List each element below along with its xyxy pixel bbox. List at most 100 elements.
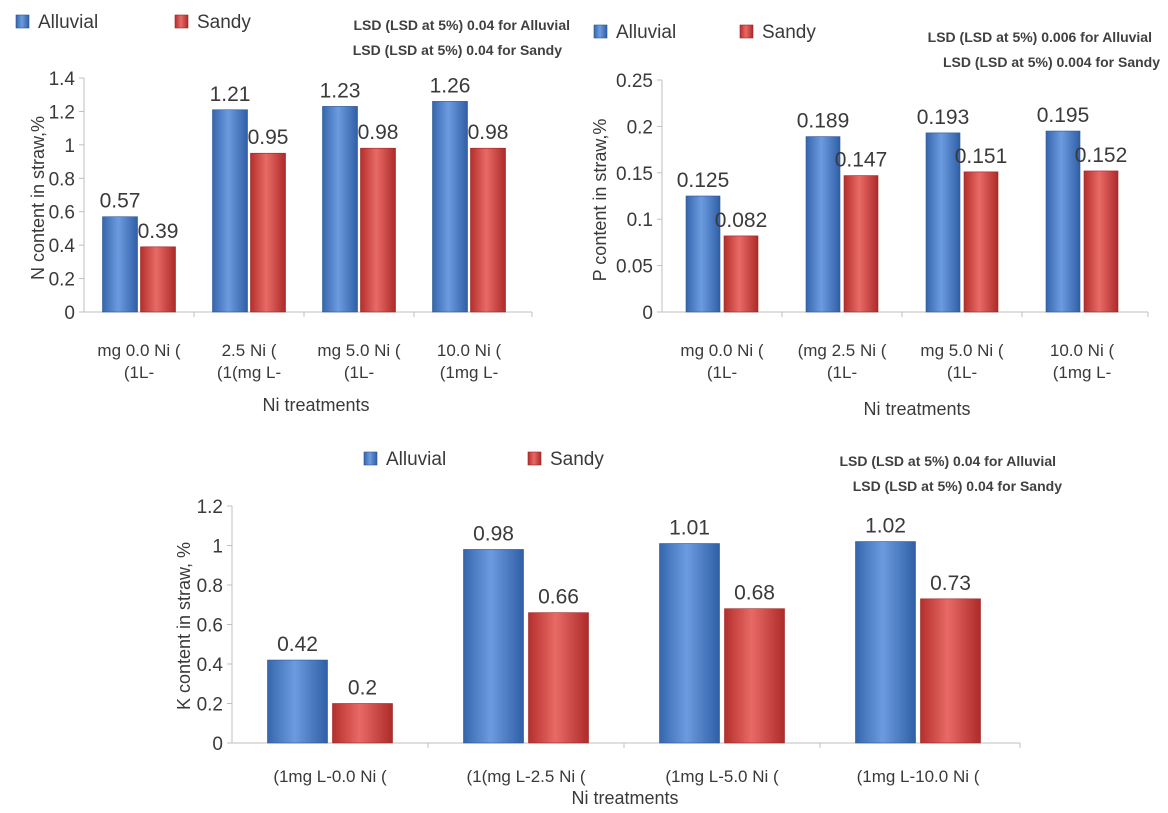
sandy-value-label: 0.39 bbox=[138, 220, 179, 243]
sandy-bar bbox=[724, 608, 785, 744]
alluvial-bar bbox=[659, 543, 720, 744]
category-label: (1mg L-0.0 Ni ( bbox=[273, 767, 387, 786]
sandy-bar bbox=[723, 235, 759, 313]
alluvial-value-label: 1.26 bbox=[430, 74, 471, 97]
y-tick-label: 0.1 bbox=[627, 210, 653, 231]
sandy-value-label: 0.98 bbox=[468, 121, 509, 144]
x-axis-title: Ni treatments bbox=[262, 395, 369, 415]
p-content-chart: 0 0.05 0.1 0.15 0.2 0.25 P content in straw,% N… bbox=[590, 22, 1160, 419]
legend-label-sandy: Sandy bbox=[762, 22, 816, 43]
alluvial-value-label: 1.02 bbox=[865, 515, 906, 538]
n-content-chart: 0 0.2 0.4 0.6 0.8 1 1.2 1.4 N content in straw,%… bbox=[15, 12, 570, 415]
y-tick-label: 0.8 bbox=[197, 576, 223, 597]
alluvial-value-label: 0.195 bbox=[1037, 104, 1090, 127]
sandy-value-label: 0.98 bbox=[358, 121, 399, 144]
sandy-value-label: 0.152 bbox=[1075, 144, 1128, 167]
y-tick-label: 0.6 bbox=[49, 203, 75, 224]
y-tick-label: 0 bbox=[642, 303, 653, 324]
category-label: 2.5 Ni ( bbox=[222, 341, 277, 360]
y-axis-title: P content in straw,% bbox=[590, 119, 610, 282]
category-label: (1L- bbox=[947, 363, 977, 382]
alluvial-bar bbox=[212, 109, 248, 313]
lsd-annotation: LSD (LSD at 5%) 0.04 for Sandy bbox=[853, 478, 1062, 494]
k-content-chart: 0 0.2 0.4 0.6 0.8 1 1.2 K content in straw, % Ni… bbox=[174, 449, 1062, 808]
lsd-annotation: LSD (LSD at 5%) 0.006 for Alluvial bbox=[928, 29, 1152, 45]
category-label: (1L- bbox=[707, 363, 737, 382]
alluvial-bar bbox=[805, 136, 841, 313]
y-tick-label: 0.4 bbox=[49, 236, 76, 257]
category-label: mg 0.0 Ni ( bbox=[97, 341, 180, 360]
category-label: (mg 2.5 Ni ( bbox=[798, 341, 887, 360]
category-label: (1mg L- bbox=[1053, 363, 1112, 382]
legend-label-alluvial: Alluvial bbox=[386, 449, 446, 470]
category-label: (1(mg L-2.5 Ni ( bbox=[466, 767, 585, 786]
category-label: (1L- bbox=[344, 363, 374, 382]
sandy-bar bbox=[528, 612, 589, 744]
alluvial-value-label: 0.42 bbox=[277, 633, 318, 656]
lsd-annotation: LSD (LSD at 5%) 0.04 for Alluvial bbox=[353, 17, 570, 33]
category-label: 10.0 Ni ( bbox=[1050, 341, 1115, 360]
alluvial-bar bbox=[925, 132, 961, 313]
legend-swatch-sandy bbox=[739, 24, 754, 39]
sandy-value-label: 0.68 bbox=[734, 582, 775, 605]
category-label: mg 5.0 Ni ( bbox=[317, 341, 400, 360]
alluvial-bar bbox=[855, 541, 916, 744]
alluvial-value-label: 0.193 bbox=[917, 106, 970, 129]
legend-label-sandy: Sandy bbox=[197, 12, 251, 33]
y-tick-label: 0 bbox=[212, 734, 223, 755]
lsd-annotation: LSD (LSD at 5%) 0.04 for Alluvial bbox=[839, 453, 1056, 469]
category-label: 10.0 Ni ( bbox=[437, 341, 502, 360]
legend-label-alluvial: Alluvial bbox=[38, 12, 98, 33]
y-tick-label: 1.2 bbox=[197, 497, 223, 518]
y-tick-label: 0.8 bbox=[49, 169, 75, 190]
sandy-bar bbox=[332, 703, 393, 744]
category-label: (1L- bbox=[124, 363, 154, 382]
alluvial-bar bbox=[322, 106, 358, 313]
sandy-value-label: 0.95 bbox=[248, 126, 289, 149]
category-label: (1mg L- bbox=[440, 363, 499, 382]
y-tick-label: 1 bbox=[64, 136, 75, 157]
y-tick-label: 0.15 bbox=[616, 164, 653, 185]
alluvial-value-label: 0.57 bbox=[100, 190, 141, 213]
alluvial-bar bbox=[1045, 130, 1081, 313]
y-tick-label: 1 bbox=[212, 537, 223, 558]
y-tick-label: 0.2 bbox=[627, 117, 653, 138]
sandy-value-label: 0.73 bbox=[930, 572, 971, 595]
y-tick-label: 0.6 bbox=[197, 616, 223, 637]
legend-swatch-sandy bbox=[527, 451, 542, 466]
alluvial-value-label: 0.189 bbox=[797, 110, 850, 133]
category-label: (1mg L-10.0 Ni ( bbox=[857, 767, 980, 786]
lsd-annotation: LSD (LSD at 5%) 0.04 for Sandy bbox=[353, 42, 562, 58]
sandy-bar bbox=[360, 147, 396, 313]
alluvial-bar bbox=[685, 195, 721, 313]
legend-swatch-alluvial bbox=[363, 451, 378, 466]
x-axis-title: Ni treatments bbox=[863, 399, 970, 419]
sandy-value-label: 0.082 bbox=[715, 209, 768, 232]
category-label: mg 5.0 Ni ( bbox=[920, 341, 1003, 360]
sandy-value-label: 0.2 bbox=[348, 677, 377, 700]
y-axis-title: K content in straw, % bbox=[174, 542, 194, 710]
legend-swatch-alluvial bbox=[593, 24, 608, 39]
alluvial-bar bbox=[463, 549, 524, 744]
legend-swatch-sandy bbox=[174, 14, 189, 29]
sandy-bar bbox=[1083, 170, 1119, 313]
alluvial-value-label: 1.21 bbox=[210, 83, 251, 106]
legend-label-sandy: Sandy bbox=[550, 449, 604, 470]
y-tick-label: 1.2 bbox=[49, 102, 75, 123]
sandy-bar bbox=[920, 598, 981, 744]
category-label: mg 0.0 Ni ( bbox=[680, 341, 763, 360]
alluvial-value-label: 1.01 bbox=[669, 517, 710, 540]
y-tick-label: 0.4 bbox=[197, 655, 224, 676]
sandy-value-label: 0.147 bbox=[835, 149, 888, 172]
y-tick-label: 0.2 bbox=[49, 270, 75, 291]
category-label: (1L- bbox=[827, 363, 857, 382]
alluvial-value-label: 1.23 bbox=[320, 79, 361, 102]
sandy-bar bbox=[963, 171, 999, 313]
legend-label-alluvial: Alluvial bbox=[616, 22, 676, 43]
y-tick-label: 0.2 bbox=[197, 695, 223, 716]
sandy-value-label: 0.66 bbox=[538, 586, 579, 609]
category-label: (1(mg L- bbox=[217, 363, 281, 382]
y-axis-title: N content in straw,% bbox=[28, 116, 48, 280]
sandy-bar bbox=[470, 147, 506, 313]
